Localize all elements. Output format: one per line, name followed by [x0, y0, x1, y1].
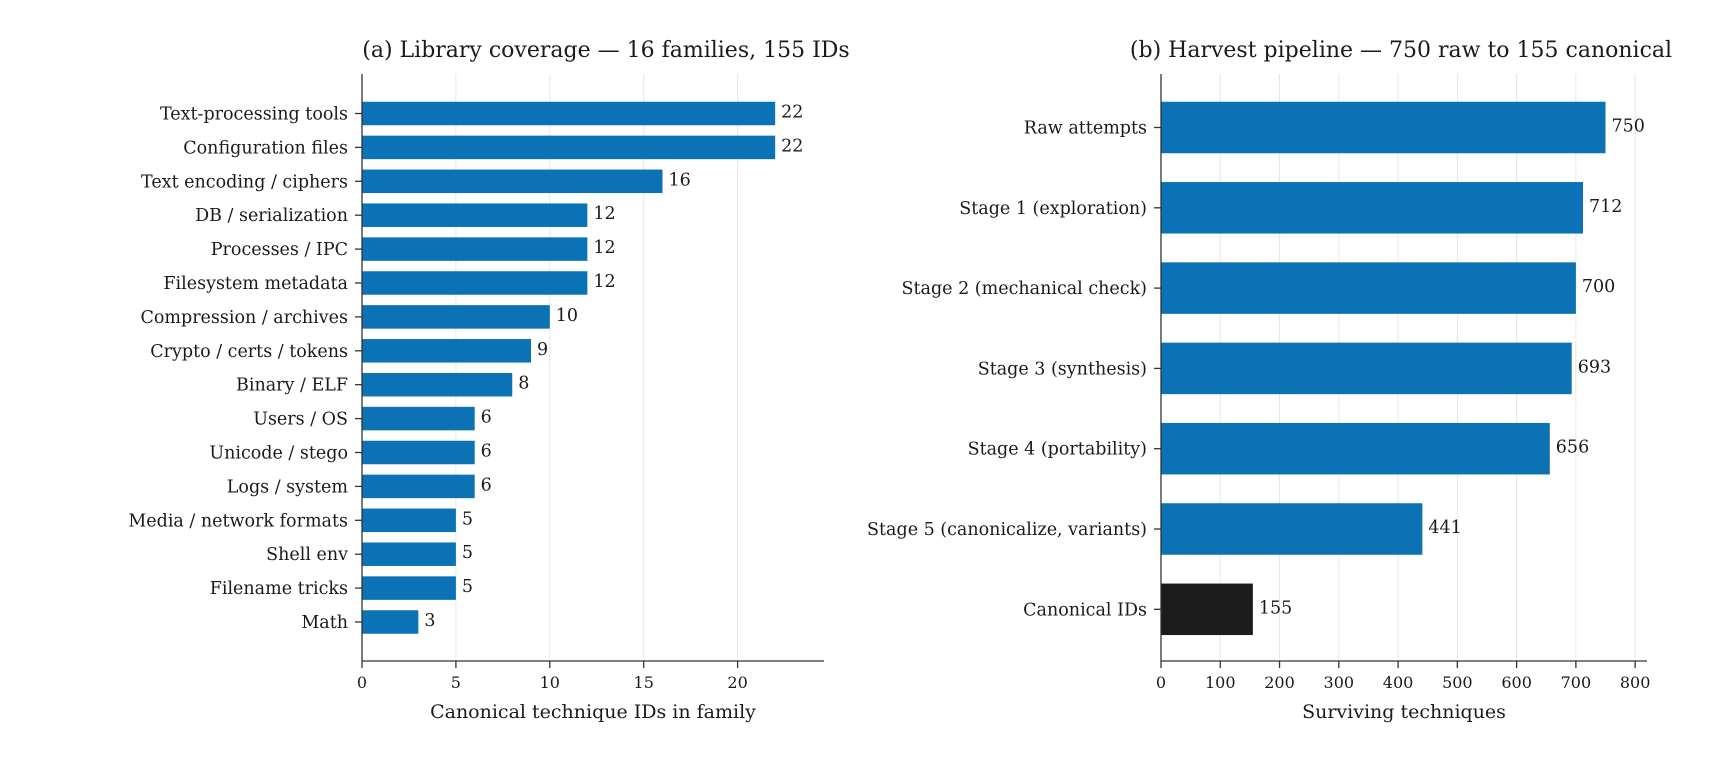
panel-a-category-label: Text encoding / ciphers — [141, 172, 348, 192]
panel-a-value-label: 12 — [593, 272, 615, 292]
panel-a-value-label: 9 — [537, 340, 548, 360]
panel-b-value-label: 750 — [1612, 117, 1645, 137]
panel-b-value-label: 693 — [1578, 357, 1611, 377]
panel-b-bar — [1161, 182, 1583, 234]
panel-b-bar — [1161, 342, 1572, 395]
panel-a-category-label: Processes / IPC — [211, 240, 348, 260]
panel-b-category-label: Stage 2 (mechanical check) — [902, 279, 1147, 299]
panel-b-x-tick-label: 700 — [1561, 673, 1592, 692]
panel-a-value-label: 5 — [462, 577, 473, 597]
panel-b-pipeline-chart: (b) Harvest pipeline — 750 raw to 155 ca… — [867, 38, 1672, 723]
panel-a-bar — [362, 508, 456, 533]
panel-b-bar — [1161, 262, 1576, 314]
panel-b-x-tick-label: 0 — [1156, 673, 1166, 692]
panel-a-bar — [362, 305, 550, 329]
panel-a-category-label: Filesystem metadata — [163, 274, 348, 294]
panel-a-bar — [362, 372, 513, 397]
panel-b-title: (b) Harvest pipeline — 750 raw to 155 ca… — [1130, 38, 1672, 63]
panel-a-value-label: 22 — [781, 136, 803, 156]
panel-a-bar — [362, 203, 588, 227]
panel-a-value-label: 22 — [781, 103, 803, 123]
panel-a-category-label: Crypto / certs / tokens — [150, 342, 348, 362]
panel-a-bar — [362, 237, 588, 261]
panel-b-category-label: Stage 3 (synthesis) — [978, 359, 1147, 379]
panel-a-bar — [362, 135, 776, 160]
panel-a-bar — [362, 576, 456, 600]
panel-a-value-label: 5 — [462, 509, 473, 529]
panel-a-category-label: DB / serialization — [195, 206, 348, 226]
panel-a-value-label: 6 — [481, 408, 492, 428]
panel-b-bar — [1161, 503, 1423, 555]
panel-a-value-label: 3 — [424, 611, 435, 631]
panel-b-value-label: 656 — [1556, 438, 1589, 458]
panel-a-x-tick-label: 20 — [727, 673, 747, 692]
panel-a-category-label: Math — [301, 613, 348, 633]
panel-b-category-label: Canonical IDs — [1023, 600, 1147, 620]
panel-a-gridlines — [361, 74, 739, 661]
panel-a-coverage-chart: (a) Library coverage — 16 families, 155 … — [128, 38, 849, 723]
panel-a-bar — [362, 271, 588, 295]
panel-a-x-axis-label: Canonical technique IDs in family — [430, 701, 756, 723]
panel-a-bar — [362, 440, 475, 465]
panel-b-x-tick-label: 300 — [1324, 673, 1355, 692]
panel-b-value-label: 700 — [1582, 277, 1615, 297]
panel-a-bar — [362, 474, 475, 499]
panel-a-value-label: 6 — [481, 475, 492, 495]
panel-b-bar — [1161, 422, 1550, 475]
panel-b-value-label: 441 — [1428, 518, 1461, 538]
panel-a-category-label: Compression / archives — [140, 308, 348, 328]
panel-b-x-tick-label: 600 — [1501, 673, 1532, 692]
panel-b-x-tick-label: 200 — [1264, 673, 1295, 692]
panel-b-bar — [1161, 101, 1606, 154]
panel-b-bars — [1161, 101, 1606, 636]
panel-a-category-label: Binary / ELF — [236, 376, 348, 396]
panel-b-value-label: 712 — [1589, 197, 1622, 217]
panel-a-category-label: Users / OS — [253, 410, 348, 430]
panel-a-bar — [362, 169, 663, 194]
panel-b-x-axis-label: Surviving techniques — [1302, 701, 1506, 723]
panel-b-category-label: Stage 4 (portability) — [968, 440, 1147, 460]
panel-a-title: (a) Library coverage — 16 families, 155 … — [362, 38, 849, 63]
panel-b-x-tick-label: 500 — [1442, 673, 1473, 692]
panel-b-category-label: Stage 5 (canonicalize, variants) — [867, 520, 1147, 540]
panel-a-x-tick-label: 5 — [451, 673, 461, 692]
panel-b-x-tick-label: 400 — [1383, 673, 1414, 692]
panel-a-x-tick-label: 10 — [540, 673, 560, 692]
panel-a-category-label: Shell env — [266, 545, 348, 565]
panel-b-x-tick-label: 100 — [1205, 673, 1236, 692]
panel-b-category-label: Raw attempts — [1024, 119, 1147, 139]
panel-a-value-label: 8 — [518, 374, 529, 394]
panel-a-value-label: 6 — [481, 442, 492, 462]
panel-a-category-label: Logs / system — [227, 477, 349, 497]
panel-a-x-tick-label: 0 — [357, 673, 367, 692]
panel-a-category-label: Unicode / stego — [209, 444, 348, 464]
panel-b-bar — [1161, 583, 1253, 636]
panel-a-bar — [362, 339, 532, 363]
panel-a-bar — [362, 406, 475, 431]
panel-a-value-label: 12 — [593, 238, 615, 258]
panel-a-bar — [362, 542, 456, 566]
panel-a-value-label: 12 — [593, 204, 615, 224]
panel-a-category-label: Configuration files — [183, 138, 348, 158]
panel-a-bar — [362, 101, 776, 126]
panel-a-bars — [362, 101, 776, 634]
panel-a-category-label: Media / network formats — [128, 511, 348, 531]
panel-a-category-label: Text-processing tools — [160, 105, 348, 125]
panel-b-category-label: Stage 1 (exploration) — [959, 199, 1147, 219]
panel-a-category-label: Filename tricks — [210, 579, 348, 599]
panel-a-value-label: 16 — [668, 170, 690, 190]
panel-a-value-label: 5 — [462, 543, 473, 563]
panel-a-value-label: 10 — [556, 306, 578, 326]
panel-b-value-label: 155 — [1259, 598, 1292, 618]
panel-b-x-tick-label: 800 — [1620, 673, 1651, 692]
panel-a-bar — [362, 610, 419, 634]
panel-a-x-tick-label: 15 — [634, 673, 654, 692]
